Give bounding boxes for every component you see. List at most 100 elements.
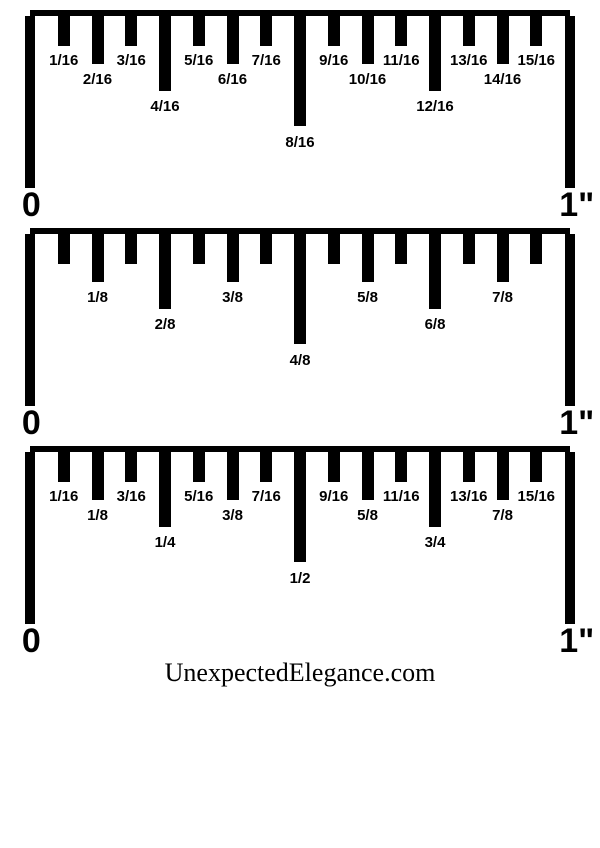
tick-sixteenth (260, 452, 272, 482)
tick-eighth (497, 16, 509, 64)
tick-label: 2/16 (83, 71, 112, 88)
tick-quarter (429, 16, 441, 91)
tick-sixteenth (58, 452, 70, 482)
tick-eighth (92, 234, 104, 282)
tick-label: 1/2 (290, 570, 311, 587)
ruler-eighths: 1/82/83/84/85/86/87/801" (30, 228, 570, 428)
tick-eighth (92, 452, 104, 500)
tick-end (565, 452, 575, 624)
tick-sixteenth (193, 234, 205, 264)
page: 1/162/163/164/165/166/167/168/169/1610/1… (0, 0, 600, 694)
tick-sixteenth (125, 234, 137, 264)
end-label-right: 1" (559, 404, 594, 443)
tick-sixteenth (463, 452, 475, 482)
rulers-container: 1/162/163/164/165/166/167/168/169/1610/1… (0, 10, 600, 646)
tick-eighth (497, 234, 509, 282)
tick-label: 1/16 (49, 52, 78, 69)
tick-label: 9/16 (319, 52, 348, 69)
tick-label: 6/16 (218, 71, 247, 88)
tick-eighth (227, 234, 239, 282)
tick-sixteenth (463, 16, 475, 46)
tick-label: 12/16 (416, 98, 454, 115)
tick-quarter (429, 234, 441, 309)
tick-label: 3/8 (222, 507, 243, 524)
tick-quarter (159, 234, 171, 309)
tick-eighth (362, 234, 374, 282)
tick-end (25, 234, 35, 406)
tick-sixteenth (463, 234, 475, 264)
tick-eighth (362, 16, 374, 64)
tick-label: 11/16 (383, 52, 420, 69)
ruler-scale: 1/16 1/8 3/16 1/4 5/16 3/8 7/16 1/2 9/16 5/8 11/16… (30, 446, 570, 646)
tick-label: 8/16 (285, 134, 314, 151)
tick-label: 10/16 (349, 71, 387, 88)
tick-sixteenth (395, 452, 407, 482)
tick-label: 5/8 (357, 289, 378, 306)
end-label-left: 0 (22, 186, 41, 225)
tick-end (565, 16, 575, 188)
tick-half (294, 234, 306, 344)
ruler-reduced: 1/16 1/8 3/16 1/4 5/16 3/8 7/16 1/2 9/16 5/8 11/16… (30, 446, 570, 646)
end-label-left: 0 (22, 404, 41, 443)
tick-sixteenth (328, 16, 340, 46)
ruler-sixteenths: 1/16 2/16 3/16 4/16 5/16 6/16 7/16 8/16 9/1610/1… (30, 10, 570, 210)
tick-label: 15/16 (517, 52, 555, 69)
tick-sixteenth (328, 452, 340, 482)
tick-eighth (92, 16, 104, 64)
end-label-left: 0 (22, 622, 41, 661)
tick-sixteenth (125, 452, 137, 482)
tick-label: 7/16 (252, 52, 281, 69)
tick-label: 9/16 (319, 488, 348, 505)
tick-end (25, 452, 35, 624)
tick-label: 3/4 (425, 534, 446, 551)
tick-sixteenth (530, 452, 542, 482)
tick-label: 2/8 (155, 316, 176, 333)
tick-label: 13/16 (450, 488, 488, 505)
tick-label: 5/16 (184, 488, 213, 505)
tick-label: 4/16 (150, 98, 179, 115)
tick-label: 3/8 (222, 289, 243, 306)
ruler-scale: 1/16 2/16 3/16 4/16 5/16 6/16 7/16 8/16 9/1610/1… (30, 10, 570, 210)
tick-sixteenth (395, 234, 407, 264)
tick-end (565, 234, 575, 406)
tick-label: 14/16 (484, 71, 522, 88)
tick-eighth (227, 452, 239, 500)
tick-sixteenth (328, 234, 340, 264)
tick-label: 15/16 (517, 488, 555, 505)
tick-label: 3/16 (117, 488, 146, 505)
tick-label: 7/8 (492, 289, 513, 306)
tick-sixteenth (125, 16, 137, 46)
tick-sixteenth (530, 16, 542, 46)
tick-quarter (159, 16, 171, 91)
tick-label: 7/16 (252, 488, 281, 505)
tick-label: 5/8 (357, 507, 378, 524)
end-label-right: 1" (559, 622, 594, 661)
tick-quarter (429, 452, 441, 527)
tick-sixteenth (193, 16, 205, 46)
tick-eighth (497, 452, 509, 500)
tick-quarter (159, 452, 171, 527)
tick-sixteenth (395, 16, 407, 46)
tick-label: 3/16 (117, 52, 146, 69)
tick-label: 1/4 (155, 534, 176, 551)
footer-credit: UnexpectedElegance.com (0, 658, 600, 688)
tick-label: 11/16 (383, 488, 420, 505)
tick-sixteenth (58, 16, 70, 46)
tick-label: 5/16 (184, 52, 213, 69)
tick-half (294, 16, 306, 126)
ruler-scale: 1/82/83/84/85/86/87/801" (30, 228, 570, 428)
tick-eighth (362, 452, 374, 500)
end-label-right: 1" (559, 186, 594, 225)
tick-sixteenth (260, 16, 272, 46)
tick-end (25, 16, 35, 188)
tick-label: 4/8 (290, 352, 311, 369)
tick-label: 1/8 (87, 507, 108, 524)
tick-label: 6/8 (425, 316, 446, 333)
tick-eighth (227, 16, 239, 64)
tick-label: 7/8 (492, 507, 513, 524)
tick-label: 1/16 (49, 488, 78, 505)
tick-sixteenth (530, 234, 542, 264)
tick-half (294, 452, 306, 562)
tick-label: 13/16 (450, 52, 488, 69)
tick-sixteenth (260, 234, 272, 264)
